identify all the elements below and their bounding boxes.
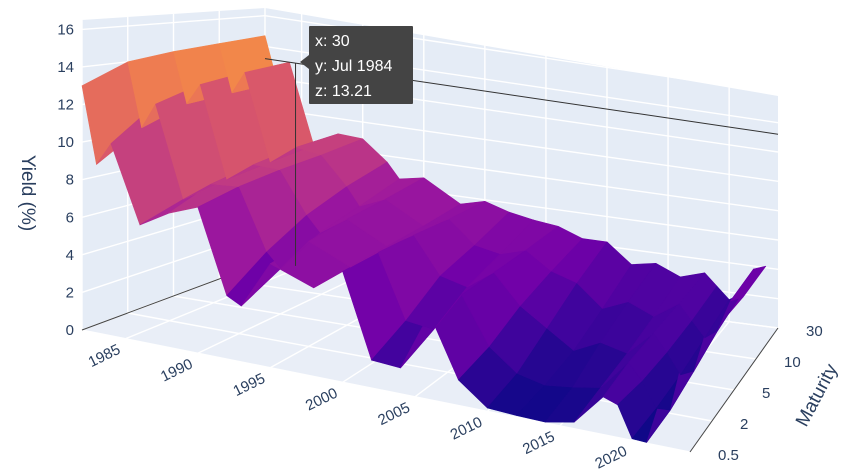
year-tick-label: 2010 <box>448 414 485 444</box>
z-tick-label: 10 <box>57 134 74 151</box>
maturity-tick-label: 0.5 <box>718 447 739 464</box>
year-tick-label: 2020 <box>592 443 629 473</box>
spike-z <box>264 58 296 64</box>
z-tick-label: 6 <box>66 209 74 226</box>
year-tick-label: 1990 <box>158 356 195 386</box>
maturity-tick-label: 30 <box>806 323 823 340</box>
tooltip-x: x: 30 <box>315 33 350 50</box>
z-tick-label: 16 <box>57 21 74 38</box>
hover-tooltip: x: 30 y: Jul 1984 z: 13.21 <box>300 26 413 104</box>
z-axis-ticks: 0 2 4 6 8 10 12 14 16 <box>57 21 74 339</box>
maturity-axis-ticks: 0.525 10 30 <box>718 323 823 464</box>
z-tick-label: 4 <box>66 247 74 264</box>
year-tick-label: 2005 <box>375 399 412 429</box>
maturity-tick-label: 10 <box>784 354 801 371</box>
z-tick-label: 8 <box>66 172 74 189</box>
z-axis-title: Yield (%) <box>17 155 38 231</box>
z-tick-label: 14 <box>57 59 74 76</box>
yield-surface[interactable] <box>81 35 767 443</box>
tooltip-y: y: Jul 1984 <box>315 58 392 75</box>
year-tick-label: 2000 <box>303 385 340 415</box>
maturity-tick-label: 2 <box>740 416 748 433</box>
maturity-tick-label: 5 <box>762 385 770 402</box>
z-tick-label: 12 <box>57 97 74 114</box>
z-tick-label: 2 <box>66 284 74 301</box>
surface-patch[interactable] <box>730 265 767 302</box>
year-tick-label: 1985 <box>86 341 123 371</box>
tooltip-z: z: 13.21 <box>315 83 372 100</box>
year-tick-label: 1995 <box>230 370 267 400</box>
z-tick-label: 0 <box>66 322 74 339</box>
year-tick-label: 2015 <box>520 428 557 458</box>
